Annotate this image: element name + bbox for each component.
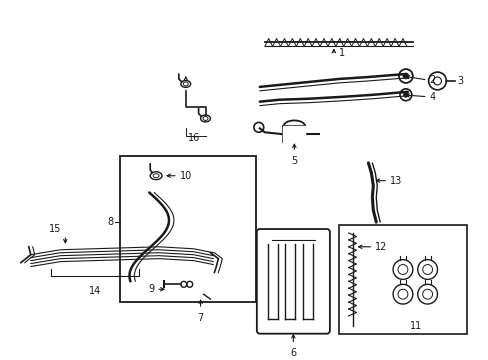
Circle shape (402, 73, 408, 79)
Bar (338, 225, 466, 334)
Text: 12: 12 (374, 242, 387, 252)
Text: 9: 9 (148, 284, 154, 294)
Text: 7: 7 (197, 313, 203, 323)
Text: 3: 3 (456, 76, 463, 86)
Text: 15: 15 (49, 224, 61, 234)
Circle shape (198, 289, 202, 293)
Text: 6: 6 (290, 348, 296, 359)
Text: 13: 13 (389, 176, 402, 186)
Text: 2: 2 (429, 75, 435, 85)
Text: 16: 16 (187, 133, 200, 143)
Text: 14: 14 (89, 286, 101, 296)
Text: 10: 10 (180, 171, 192, 181)
Bar (283, 126, 305, 142)
Text: 1: 1 (338, 48, 344, 58)
Text: 8: 8 (107, 217, 114, 227)
Bar (283, 126, 305, 142)
Text: 5: 5 (291, 156, 297, 166)
Text: 11: 11 (409, 321, 421, 331)
Text: 4: 4 (429, 92, 435, 102)
Circle shape (403, 92, 407, 97)
FancyBboxPatch shape (256, 229, 329, 334)
Bar (120, 156, 255, 302)
